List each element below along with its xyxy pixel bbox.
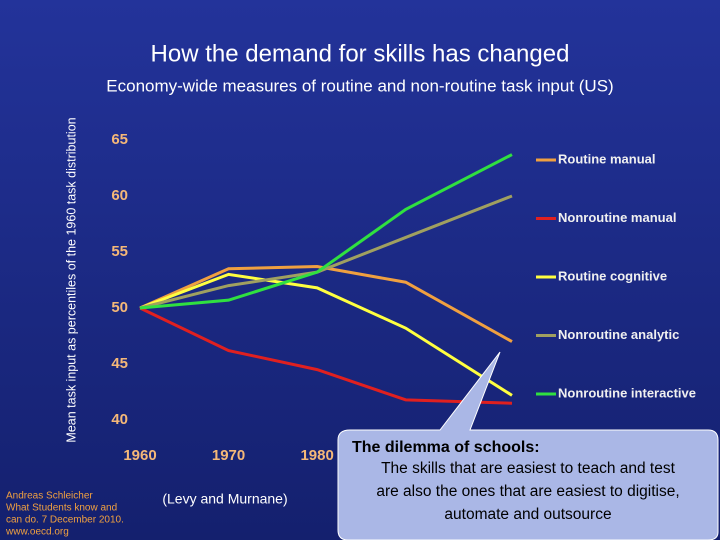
legend-label: Nonroutine manual	[558, 210, 676, 225]
series-line	[139, 306, 513, 405]
legend-label: Nonroutine interactive	[558, 385, 696, 400]
footer-line: What Students know and	[6, 503, 117, 514]
y-tick-label: 65	[111, 131, 128, 148]
legend-label: Nonroutine analytic	[558, 327, 679, 342]
legend-label: Routine cognitive	[558, 268, 667, 283]
callout-line: The skills that are easiest to teach and…	[381, 460, 675, 477]
x-tick-label: 1980	[300, 447, 333, 464]
footer-line: Andreas Schleicher	[6, 491, 93, 502]
source: (Levy and Murnane)	[162, 491, 287, 507]
callout-line: are also the ones that are easiest to di…	[376, 483, 679, 500]
chart-subtitle: Economy-wide measures of routine and non…	[106, 76, 613, 95]
callout-title: The dilemma of schools:	[352, 439, 540, 456]
chart-title: How the demand for skills has changed	[151, 40, 570, 67]
callout: The dilemma of schools: The skills that …	[337, 351, 719, 540]
y-tick-label: 40	[111, 411, 128, 428]
callout-line: automate and outsource	[444, 506, 611, 523]
footer-line: can do. 7 December 2010.	[6, 515, 124, 526]
plot: 40455055606519601970198019902002Routine …	[111, 131, 696, 464]
y-tick-label: 60	[111, 187, 128, 204]
callout-body: The skills that are easiest to teach and…	[376, 460, 679, 523]
y-tick-label: 55	[111, 243, 128, 260]
y-tick-label: 45	[111, 355, 128, 372]
y-tick-label: 50	[111, 299, 128, 316]
y-axis-label: Mean task input as percentiles of the 19…	[64, 117, 78, 442]
series-line	[139, 153, 513, 310]
x-tick-label: 1960	[123, 447, 156, 464]
x-tick-label: 1970	[212, 447, 245, 464]
footer-line: www.oecd.org	[5, 527, 69, 538]
series-line	[139, 265, 513, 343]
series-line	[139, 272, 513, 397]
legend-label: Routine manual	[558, 151, 656, 166]
